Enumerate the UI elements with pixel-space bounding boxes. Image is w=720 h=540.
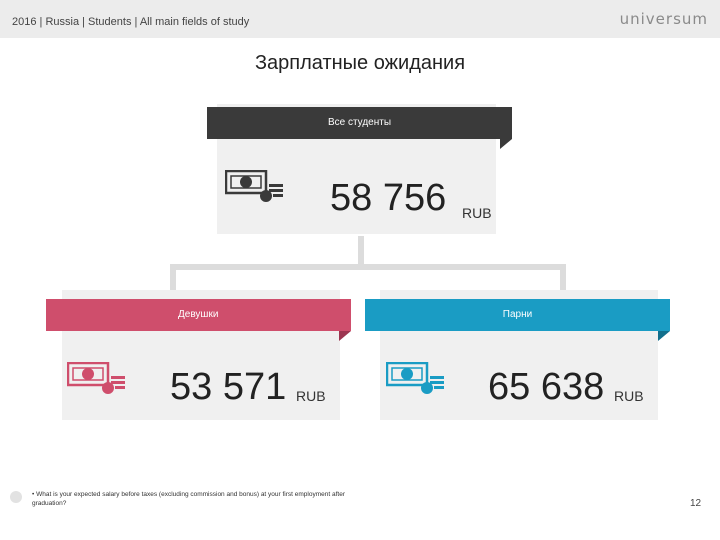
female-label-bar: Девушки (46, 299, 351, 331)
all-students-unit: RUB (462, 205, 492, 221)
male-label-bar: Парни (365, 299, 670, 331)
connector-left-drop (170, 264, 176, 292)
female-value: 53 571 (170, 366, 287, 408)
header-bar: 2016 | Russia | Students | All main fiel… (0, 0, 720, 38)
universum-logo: universum (619, 10, 708, 28)
male-value: 65 638 (488, 366, 605, 408)
footnote: • What is your expected salary before ta… (10, 490, 360, 508)
all-students-value: 58 756 (330, 177, 447, 219)
all-students-label: Все студенты (327, 117, 392, 128)
footnote-bullet (10, 491, 22, 503)
connector-right-drop (560, 264, 566, 292)
footnote-text: • What is your expected salary before ta… (32, 491, 345, 507)
female-fold (339, 331, 351, 341)
male-unit: RUB (614, 388, 644, 404)
page-number: 12 (690, 498, 702, 509)
female-unit: RUB (296, 388, 326, 404)
connector-vertical (358, 236, 364, 266)
male-fold (658, 331, 670, 341)
all-students-fold (500, 139, 512, 149)
male-label: Парни (502, 309, 533, 320)
breadcrumb: 2016 | Russia | Students | All main fiel… (12, 16, 250, 28)
footnote-question: What is your expected salary before taxe… (32, 491, 345, 507)
female-label: Девушки (178, 309, 219, 320)
money-icon (67, 362, 125, 394)
money-icon (386, 362, 444, 394)
all-students-label-bar: Все студенты (207, 107, 512, 139)
money-icon (225, 170, 283, 202)
connector-horizontal (170, 264, 566, 270)
page-title: Зарплатные ожидания (254, 52, 466, 74)
